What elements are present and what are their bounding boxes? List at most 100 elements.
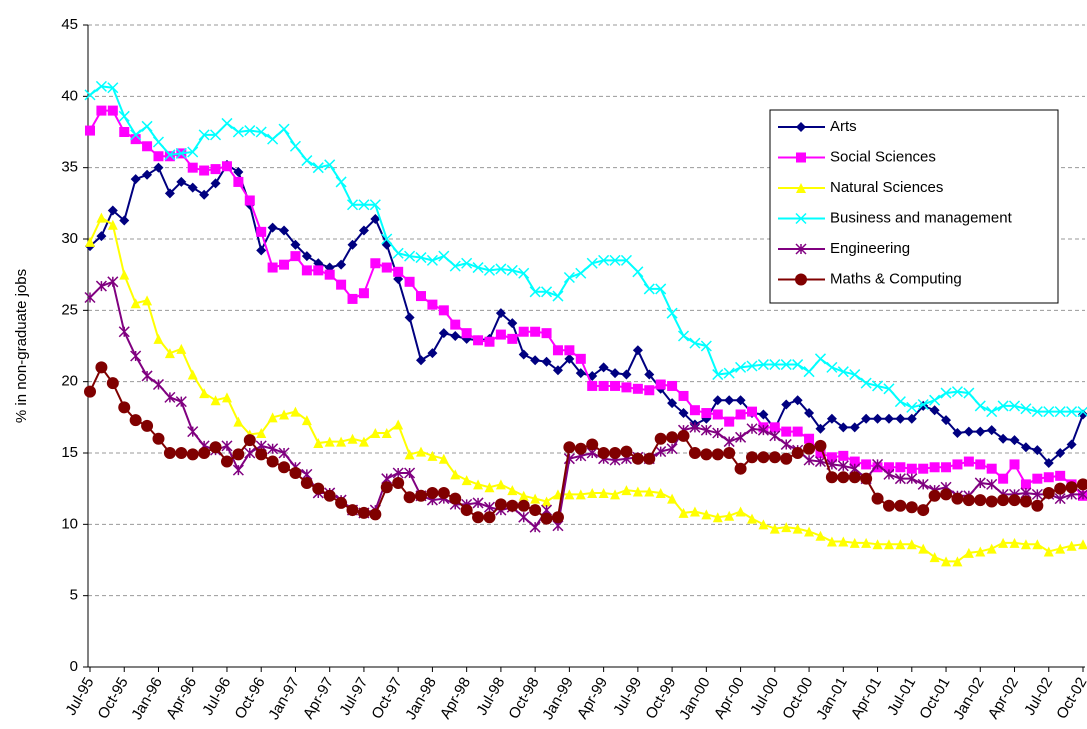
marker <box>1043 406 1055 418</box>
marker <box>666 443 678 455</box>
x-tick-label: Oct-00 <box>779 675 816 722</box>
marker <box>1054 493 1066 505</box>
marker <box>735 431 747 443</box>
marker <box>792 359 804 371</box>
marker <box>472 511 485 524</box>
series-line <box>89 280 1083 529</box>
marker <box>974 494 987 507</box>
marker <box>689 405 700 416</box>
marker <box>210 129 222 141</box>
marker <box>632 345 643 356</box>
marker <box>962 494 975 507</box>
marker <box>689 506 700 517</box>
marker <box>233 176 244 187</box>
legend: Arts Social Sciences Natural Sciences Busin… <box>769 109 1059 304</box>
marker <box>1065 481 1078 494</box>
marker <box>815 423 826 434</box>
marker <box>198 447 211 459</box>
marker <box>256 245 267 256</box>
marker <box>940 488 953 501</box>
legend-label: Social Sciences <box>830 148 936 165</box>
marker <box>689 421 701 433</box>
marker <box>952 459 963 470</box>
legend-label: Maths & Computing <box>830 270 962 287</box>
marker <box>415 252 427 264</box>
marker <box>96 105 107 116</box>
marker <box>541 356 552 367</box>
marker <box>483 264 496 276</box>
marker <box>164 149 176 161</box>
marker <box>210 395 221 406</box>
marker <box>746 451 758 464</box>
marker <box>483 511 496 524</box>
x-tick-label: Jul-96 <box>199 675 234 719</box>
marker <box>621 369 632 380</box>
marker <box>941 556 952 567</box>
marker <box>267 133 279 145</box>
marker <box>803 442 816 455</box>
marker <box>358 199 370 211</box>
marker <box>757 359 769 371</box>
marker <box>278 461 291 474</box>
marker <box>187 369 198 380</box>
marker <box>142 141 153 152</box>
marker <box>381 262 392 273</box>
marker <box>336 436 347 447</box>
marker <box>233 416 244 427</box>
marker <box>598 362 609 373</box>
marker <box>735 409 746 420</box>
marker <box>861 537 872 548</box>
y-tick-label: 10 <box>61 515 78 532</box>
marker <box>871 492 884 505</box>
marker <box>975 459 986 470</box>
marker <box>825 471 838 484</box>
marker <box>232 126 244 138</box>
marker <box>631 452 644 465</box>
marker <box>815 448 826 458</box>
series <box>85 105 1087 501</box>
marker <box>427 348 438 359</box>
marker <box>1054 406 1066 418</box>
marker <box>1008 494 1021 507</box>
marker <box>963 456 974 467</box>
marker <box>267 443 279 455</box>
marker <box>130 134 141 145</box>
marker <box>644 385 655 396</box>
marker <box>872 458 884 470</box>
marker <box>906 401 918 413</box>
marker <box>404 250 416 262</box>
marker <box>507 485 518 496</box>
marker <box>427 299 438 310</box>
marker <box>221 392 232 403</box>
marker <box>437 486 450 499</box>
marker <box>290 251 301 262</box>
marker <box>917 504 930 517</box>
marker <box>610 489 621 500</box>
marker <box>335 176 347 188</box>
marker <box>346 199 359 211</box>
x-tick-label: Oct-01 <box>916 675 953 722</box>
marker <box>678 408 689 419</box>
marker <box>795 273 807 286</box>
marker <box>518 349 529 360</box>
marker <box>986 478 998 490</box>
marker <box>404 312 415 323</box>
marker <box>152 432 165 445</box>
marker <box>473 479 484 490</box>
marker <box>1042 486 1055 499</box>
y-tick-label: 35 <box>61 159 78 176</box>
marker <box>300 476 313 489</box>
marker <box>129 414 142 427</box>
y-tick-label: 25 <box>61 301 78 318</box>
marker <box>438 305 449 316</box>
marker <box>895 462 906 473</box>
marker <box>792 523 803 534</box>
marker <box>518 511 530 523</box>
y-tick-label: 0 <box>70 658 78 675</box>
marker <box>163 447 176 459</box>
marker <box>106 377 119 390</box>
marker <box>370 214 381 225</box>
marker <box>940 387 952 399</box>
marker <box>494 498 507 511</box>
